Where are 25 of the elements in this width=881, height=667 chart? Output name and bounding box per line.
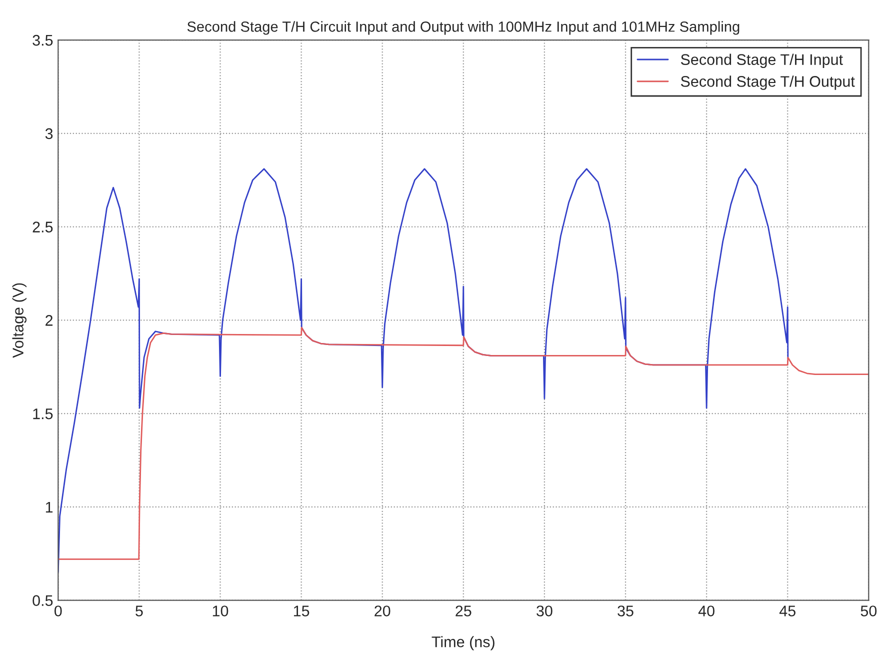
- line-series: [58, 326, 869, 560]
- x-tick-label: 30: [536, 606, 552, 616]
- x-tick-label: 5: [136, 606, 143, 616]
- x-tick-label: 20: [374, 606, 390, 616]
- chart-title: Second Stage T/H Circuit Input and Output with 100MHz Input and 101MHz Sampling: [187, 21, 740, 35]
- y-tick-label: 2: [46, 315, 53, 326]
- legend-label: Second Stage T/H Output: [680, 76, 855, 90]
- x-tick-label: 35: [618, 606, 634, 616]
- y-tick-label: 1: [46, 502, 53, 512]
- y-axis-title: Voltage (V): [12, 283, 26, 358]
- x-tick-label: 45: [779, 606, 796, 616]
- legend-label: Second Stage T/H Input: [680, 54, 843, 68]
- y-tick-label: 2.5: [32, 222, 53, 232]
- x-tick-label: 40: [698, 606, 714, 616]
- x-axis-title: Time (ns): [432, 636, 494, 650]
- y-tick-label: 3: [45, 128, 53, 140]
- line-series: [58, 168, 789, 573]
- y-tick-label: 1.5: [33, 408, 53, 420]
- x-tick-label: 25: [456, 606, 472, 616]
- y-tick-label: 0.5: [32, 595, 53, 606]
- y-tick-label: 3.5: [32, 34, 53, 46]
- x-tick-label: 0: [54, 606, 62, 616]
- x-tick-label: 10: [212, 606, 228, 616]
- x-tick-label: 50: [860, 606, 877, 616]
- x-tick-label: 15: [294, 606, 310, 616]
